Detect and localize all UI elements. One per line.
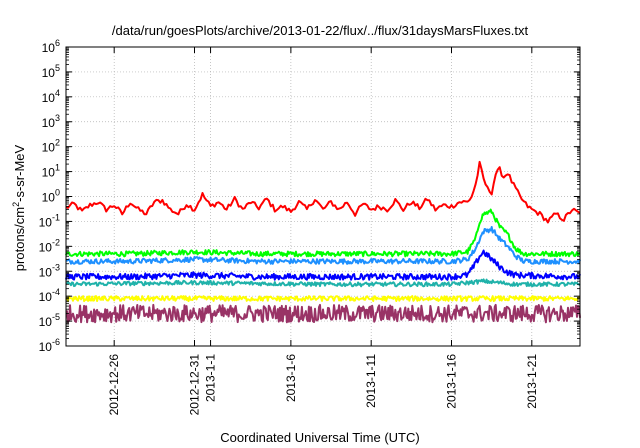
x-tick-label: 2012-12-26 <box>107 354 121 416</box>
y-tick-label: 10-6 <box>39 337 60 354</box>
y-axis-label: protons/cm2-s-sr-MeV <box>11 144 27 271</box>
y-tick-label: 10-5 <box>39 312 60 329</box>
series-line-1 <box>65 208 581 258</box>
x-axis: 2012-12-26 2012-12-31 2013-1-1 2013-1-6 2013… <box>107 47 539 415</box>
y-tick-label: 104 <box>42 88 60 105</box>
y-tick-label: 10-3 <box>39 262 60 279</box>
y-tick-label: 103 <box>42 113 60 130</box>
series-line-4 <box>65 278 581 288</box>
y-tick-label: 102 <box>42 138 60 155</box>
x-tick-label: 2013-1-11 <box>364 354 378 408</box>
x-tick-label: 2013-1-21 <box>525 354 539 409</box>
x-tick-label: 2012-12-31 <box>188 354 202 416</box>
x-tick-label: 2013-1-6 <box>284 354 298 402</box>
y-tick-label: 10-4 <box>39 287 60 304</box>
grid <box>66 47 580 346</box>
y-tick-label: 106 <box>42 38 60 55</box>
y-tick-label: 105 <box>42 63 60 80</box>
y-tick-label: 10-1 <box>39 212 60 229</box>
series-line-0 <box>65 160 581 224</box>
y-axis: 10-6 10-5 10-4 10-3 10-2 10-1 100 101 102 103 104 1… <box>39 38 580 354</box>
series-line-2 <box>65 226 581 265</box>
y-tick-label: 10-2 <box>39 237 60 254</box>
series-group <box>65 160 581 324</box>
y-tick-label: 100 <box>42 188 60 205</box>
chart-title: /data/run/goesPlots/archive/2013-01-22/f… <box>112 23 529 38</box>
x-axis-label: Coordinated Universal Time (UTC) <box>220 430 419 445</box>
x-tick-label: 2013-1-1 <box>204 354 218 402</box>
series-line-6 <box>65 303 581 324</box>
series-line-5 <box>65 295 581 303</box>
y-tick-label: 101 <box>42 163 60 180</box>
series-line-3 <box>65 249 581 281</box>
plot-frame <box>65 46 581 347</box>
x-tick-label: 2013-1-16 <box>445 354 459 409</box>
